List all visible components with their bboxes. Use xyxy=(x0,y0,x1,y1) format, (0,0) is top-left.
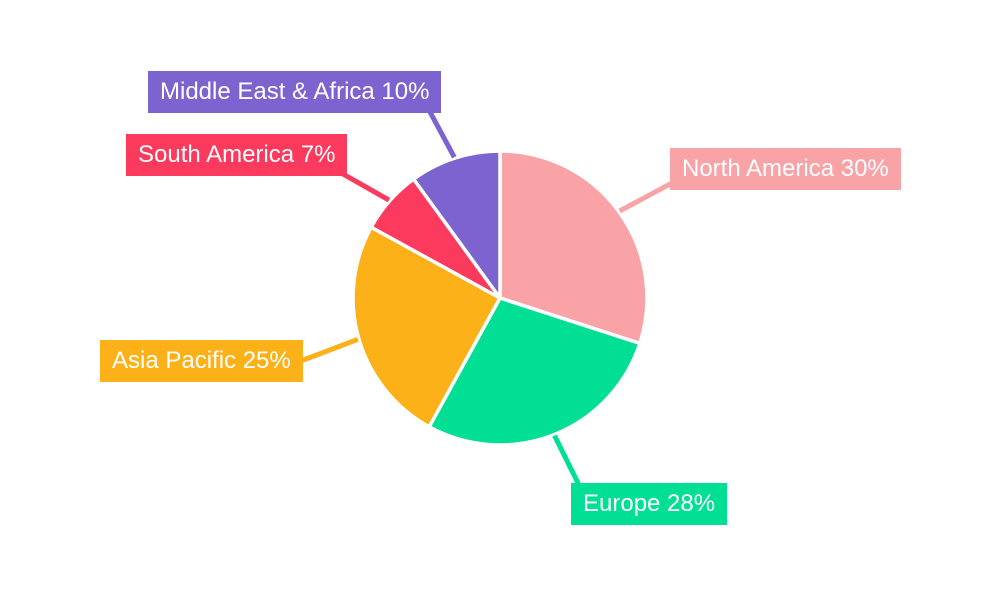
callout-europe: Europe 28% xyxy=(571,483,728,525)
leader-line-north-america xyxy=(618,180,674,214)
callout-south-america: South America 7% xyxy=(126,134,348,176)
pie-slice-middle-east-africa[interactable] xyxy=(411,149,502,300)
callout-europe-label: Europe 28% xyxy=(583,490,716,517)
pie-slice-north-america[interactable] xyxy=(498,149,649,346)
pie-slice-europe[interactable] xyxy=(427,296,642,447)
callout-middle-east-africa: Middle East & Africa 10% xyxy=(148,71,442,113)
callout-south-america-label: South America 7% xyxy=(138,141,336,168)
leader-line-middle-east-africa xyxy=(427,109,457,159)
callout-asia-pacific-label: Asia Pacific 25% xyxy=(112,347,291,374)
callout-middle-east-africa-label: Middle East & Africa 10% xyxy=(160,78,430,105)
leader-line-europe xyxy=(552,434,582,487)
leader-line-south-america xyxy=(338,169,391,203)
callout-asia-pacific: Asia Pacific 25% xyxy=(100,340,303,382)
callout-north-america-label: North America 30% xyxy=(682,155,889,182)
leader-line-asia-pacific xyxy=(299,336,359,364)
pie-slice-asia-pacific[interactable] xyxy=(351,225,502,429)
callout-north-america: North America 30% xyxy=(670,148,901,190)
